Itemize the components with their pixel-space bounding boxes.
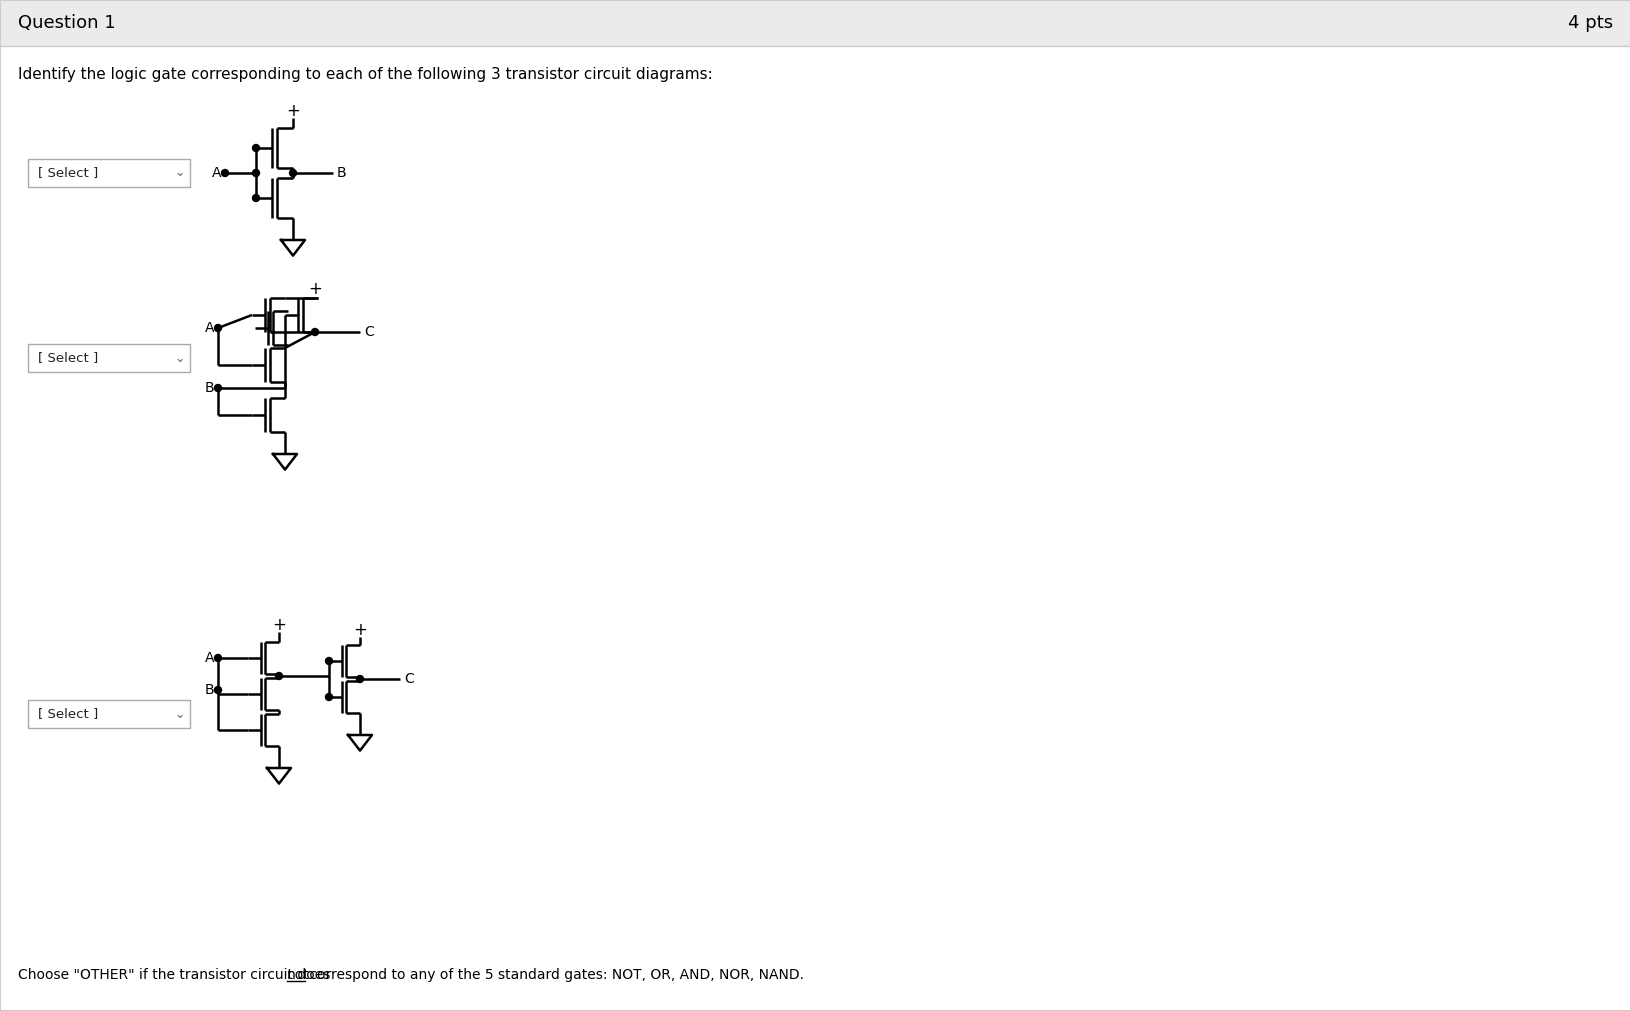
Circle shape (215, 654, 222, 661)
Text: +: + (285, 102, 300, 120)
Text: correspond to any of the 5 standard gates: NOT, OR, AND, NOR, NAND.: correspond to any of the 5 standard gate… (305, 968, 804, 982)
Circle shape (215, 384, 222, 391)
Text: C: C (404, 672, 414, 686)
FancyBboxPatch shape (28, 700, 189, 728)
FancyBboxPatch shape (28, 344, 189, 372)
Text: ⌄: ⌄ (174, 708, 186, 721)
Circle shape (275, 672, 282, 679)
Text: +: + (308, 280, 321, 298)
Text: [ Select ]: [ Select ] (37, 167, 98, 180)
FancyBboxPatch shape (0, 45, 1630, 1011)
Circle shape (326, 694, 333, 701)
Circle shape (215, 325, 222, 332)
Circle shape (289, 170, 297, 177)
Text: A: A (204, 321, 214, 335)
Text: [ Select ]: [ Select ] (37, 352, 98, 365)
Text: ⌄: ⌄ (174, 352, 186, 365)
Text: Identify the logic gate corresponding to each of the following 3 transistor circ: Identify the logic gate corresponding to… (18, 67, 712, 82)
Circle shape (357, 675, 363, 682)
Circle shape (222, 170, 228, 177)
Circle shape (326, 657, 333, 664)
Circle shape (253, 145, 259, 152)
Circle shape (311, 329, 318, 336)
FancyBboxPatch shape (28, 159, 189, 187)
FancyBboxPatch shape (0, 0, 1630, 45)
Text: [ Select ]: [ Select ] (37, 708, 98, 721)
Circle shape (253, 170, 259, 177)
Text: 4 pts: 4 pts (1566, 14, 1612, 32)
Circle shape (253, 194, 259, 201)
Text: B: B (337, 166, 347, 180)
Text: B: B (204, 683, 214, 697)
Text: ⌄: ⌄ (174, 167, 186, 180)
Text: +: + (272, 616, 285, 634)
Circle shape (215, 686, 222, 694)
Text: not: not (287, 968, 310, 982)
Text: C: C (363, 325, 373, 339)
Text: B: B (204, 381, 214, 395)
Text: A: A (204, 651, 214, 665)
Text: Choose "OTHER" if the transistor circuit does: Choose "OTHER" if the transistor circuit… (18, 968, 334, 982)
Text: +: + (352, 621, 367, 639)
Text: Question 1: Question 1 (18, 14, 116, 32)
Text: A: A (212, 166, 220, 180)
